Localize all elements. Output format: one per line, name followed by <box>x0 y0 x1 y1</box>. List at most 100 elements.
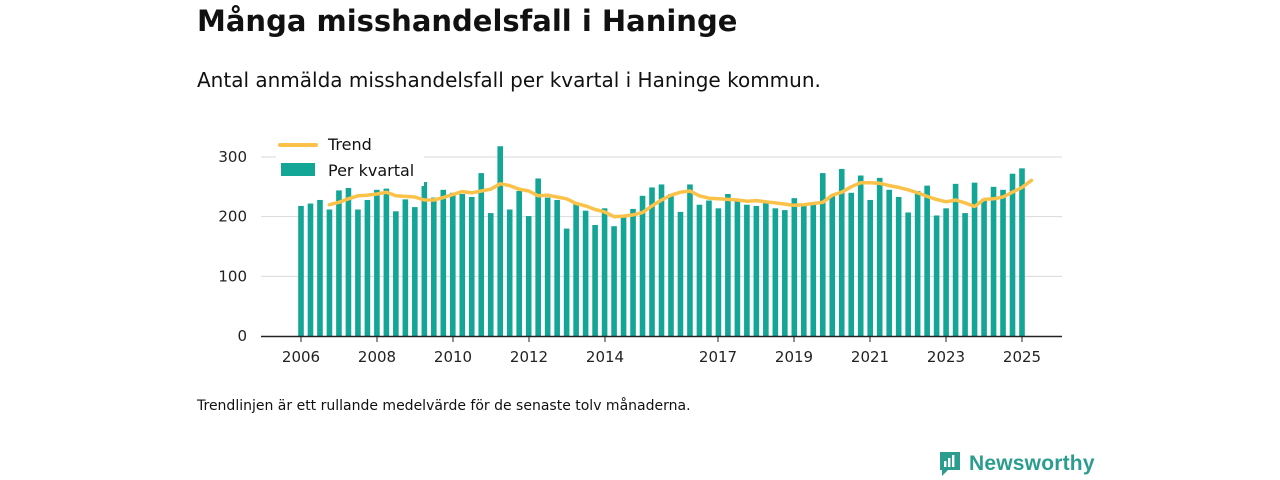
bar <box>630 208 636 336</box>
bar <box>943 208 949 336</box>
bar <box>525 216 532 336</box>
bar <box>402 199 409 336</box>
x-tick-label: 2006 <box>282 348 320 366</box>
bar <box>431 197 437 336</box>
x-tick-label: 2019 <box>775 348 813 366</box>
x-tick-label: 2025 <box>1003 348 1041 366</box>
bar <box>801 204 807 336</box>
bar <box>535 178 541 336</box>
bar <box>478 173 485 336</box>
bar <box>620 216 627 336</box>
bar <box>829 195 836 336</box>
trend-line <box>327 178 1034 219</box>
bar <box>772 208 779 336</box>
bar <box>848 192 855 336</box>
x-tick-label: 2014 <box>586 348 624 366</box>
bar <box>421 182 428 336</box>
bar <box>601 208 608 336</box>
bar <box>791 198 798 336</box>
y-tick-label: 200 <box>218 208 247 226</box>
x-tick-label: 2017 <box>699 348 737 366</box>
bar <box>981 198 987 336</box>
bar <box>326 209 333 336</box>
bar <box>715 208 722 336</box>
bar <box>649 187 655 336</box>
bar <box>914 191 921 336</box>
bar <box>1000 189 1006 336</box>
bar <box>734 199 741 336</box>
y-tick-label: 0 <box>237 327 247 345</box>
bar <box>696 204 703 336</box>
legend-label-trend: Trend <box>327 135 372 154</box>
bar <box>336 190 342 336</box>
bar <box>516 191 522 336</box>
bar <box>573 202 579 336</box>
axes: 0 100 200 300 2006 2008 2010 2012 2014 2017 2019 20… <box>218 148 1062 366</box>
bar <box>639 195 646 336</box>
bar <box>876 177 883 336</box>
bar <box>819 173 826 336</box>
bar <box>497 146 504 336</box>
bar <box>554 199 560 336</box>
newsworthy-logo-icon <box>940 452 960 476</box>
chart-subtitle: Antal anmälda misshandelsfall per kvarta… <box>197 68 821 92</box>
bar <box>440 189 447 336</box>
brand-logo[interactable]: Newsworthy <box>938 450 1095 478</box>
bar <box>687 184 693 336</box>
bar <box>933 215 940 336</box>
legend-bar-swatch <box>281 163 315 176</box>
bar <box>971 182 978 336</box>
bar <box>611 226 617 336</box>
bar <box>810 204 817 336</box>
bar <box>459 193 466 336</box>
bar <box>355 209 361 336</box>
bar <box>374 189 380 336</box>
x-tick-label: 2010 <box>434 348 472 366</box>
x-tick-label: 2021 <box>851 348 889 366</box>
bar <box>838 168 845 336</box>
bar <box>364 199 371 336</box>
bar <box>725 193 731 336</box>
y-tick-label: 100 <box>218 267 247 285</box>
bar <box>763 202 769 336</box>
bar <box>857 175 864 336</box>
bar <box>962 213 968 336</box>
bar <box>706 200 712 336</box>
bar <box>782 210 788 336</box>
y-tick-label: 300 <box>218 148 247 166</box>
bar <box>990 186 997 336</box>
legend-background <box>276 134 424 186</box>
bar <box>506 209 513 336</box>
bar <box>1009 173 1016 336</box>
bar <box>753 205 760 336</box>
bar <box>317 199 323 336</box>
bar <box>468 196 475 336</box>
bar <box>1019 168 1025 336</box>
footnote: Trendlinjen är ett rullande medelvärde f… <box>197 398 691 414</box>
bar <box>383 188 390 336</box>
bar <box>393 211 399 336</box>
x-tick-label: 2023 <box>927 348 965 366</box>
bar <box>563 228 570 336</box>
bar <box>412 207 418 336</box>
bar <box>867 199 874 336</box>
bar <box>668 193 674 336</box>
bar <box>744 204 750 336</box>
bar <box>449 192 456 336</box>
bar <box>677 211 684 336</box>
legend: Trend Per kvartal <box>276 134 424 186</box>
bar <box>895 196 902 336</box>
bar <box>345 188 352 336</box>
legend-label-per-kvartal: Per kvartal <box>328 161 414 180</box>
bar <box>298 205 304 336</box>
bar <box>952 183 959 336</box>
bar <box>307 203 314 336</box>
trend-series <box>327 178 1034 219</box>
brand-name: Newsworthy <box>969 452 1095 475</box>
x-tick-label: 2012 <box>510 348 548 366</box>
bar <box>487 213 494 336</box>
bar <box>905 212 911 336</box>
bar <box>658 184 665 336</box>
x-tick-label: 2008 <box>358 348 396 366</box>
